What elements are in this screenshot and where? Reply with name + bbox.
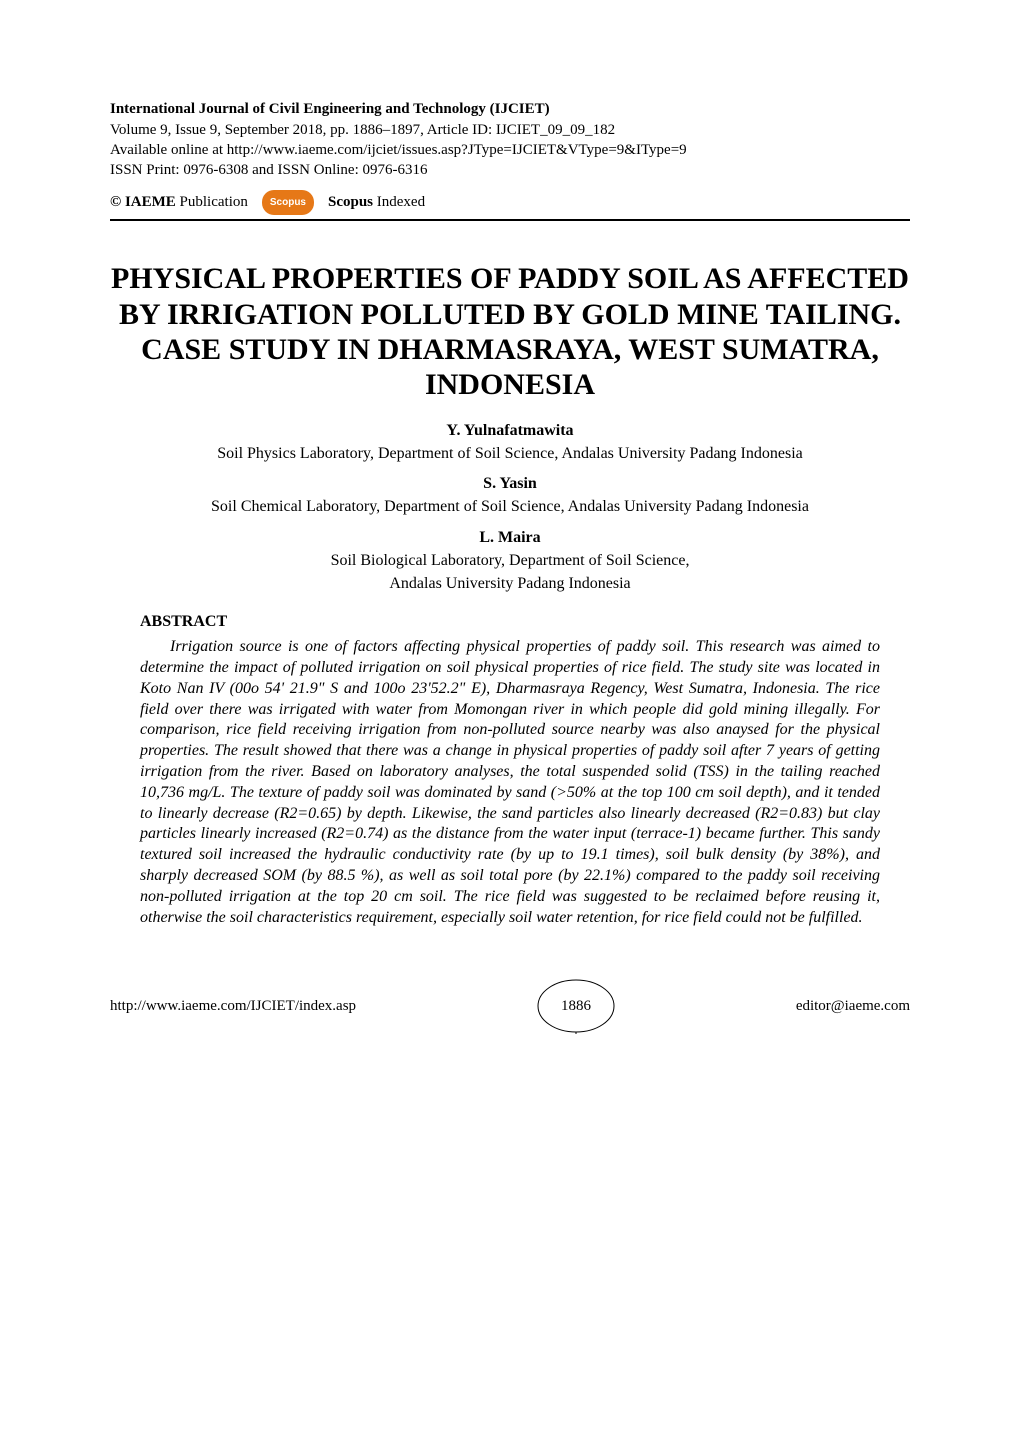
footer-email: editor@iaeme.com	[796, 997, 910, 1017]
author-affiliation: Soil Biological Laboratory, Department o…	[110, 551, 910, 572]
author-affiliation: Soil Physics Laboratory, Department of S…	[110, 444, 910, 465]
paper-title: PHYSICAL PROPERTIES OF PADDY SOIL AS AFF…	[110, 261, 910, 403]
scopus-rest: Indexed	[373, 194, 425, 210]
page-number-ornament: 1886	[536, 978, 616, 1034]
page-number: 1886	[561, 997, 591, 1017]
abstract-heading: ABSTRACT	[140, 612, 910, 633]
journal-header: International Journal of Civil Engineeri…	[110, 100, 910, 215]
scopus-badge-icon: Scopus	[262, 190, 314, 215]
author-name: L. Maira	[110, 528, 910, 549]
publisher-word: Publication	[180, 194, 248, 210]
author-affiliation: Soil Chemical Laboratory, Department of …	[110, 497, 910, 518]
footer-url: http://www.iaeme.com/IJCIET/index.asp	[110, 997, 356, 1017]
journal-meta-line: Volume 9, Issue 9, September 2018, pp. 1…	[110, 120, 910, 140]
journal-meta-line: ISSN Print: 0976-6308 and ISSN Online: 0…	[110, 160, 910, 180]
publisher-row: © IAEME Publication Scopus Scopus Indexe…	[110, 190, 910, 215]
publisher-prefix: © IAEME	[110, 194, 180, 210]
scopus-indexed-label: Scopus Indexed	[328, 193, 425, 213]
scopus-bold: Scopus	[328, 194, 373, 210]
publisher-label: © IAEME Publication	[110, 193, 248, 213]
author-name: S. Yasin	[110, 474, 910, 495]
journal-meta-line: Available online at http://www.iaeme.com…	[110, 140, 910, 160]
header-divider	[110, 219, 910, 221]
author-affiliation: Andalas University Padang Indonesia	[110, 574, 910, 595]
abstract-body: Irrigation source is one of factors affe…	[140, 637, 880, 928]
page-footer: http://www.iaeme.com/IJCIET/index.asp 18…	[110, 978, 910, 1034]
journal-name: International Journal of Civil Engineeri…	[110, 100, 910, 120]
author-name: Y. Yulnafatmawita	[110, 421, 910, 442]
